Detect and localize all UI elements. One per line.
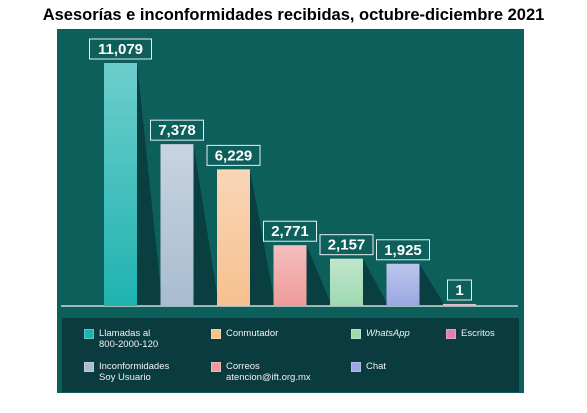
data-label-box — [376, 239, 430, 261]
legend-item-conmutador: Conmutador — [211, 328, 278, 339]
data-label-box — [206, 144, 261, 166]
data-label-box — [447, 279, 472, 301]
legend-label: Inconformidades Soy Usuario — [99, 361, 170, 383]
data-label: 2,771 — [271, 223, 309, 240]
bar-highlight — [443, 304, 476, 306]
data-label-box — [263, 220, 317, 242]
legend-swatch — [351, 362, 361, 372]
data-label: 6,229 — [215, 147, 253, 164]
data-label: 1 — [455, 282, 463, 299]
bar-shadow — [363, 258, 389, 306]
legend-swatch — [84, 329, 94, 339]
bar-shadow — [193, 144, 219, 306]
bar-chart: 11,079 7,378 6,229 2,771 2,157 1,925 1 — [61, 38, 518, 307]
legend-item-inconformidades: Inconformidades Soy Usuario — [84, 361, 169, 383]
bar-highlight — [330, 258, 363, 306]
bar-shadow — [306, 245, 332, 306]
legend-swatch — [211, 329, 221, 339]
data-label: 1,925 — [384, 242, 422, 259]
bar-highlight — [160, 144, 194, 306]
legend-swatch — [211, 362, 221, 372]
legend-swatch — [84, 362, 94, 372]
bar-highlight — [104, 63, 137, 306]
legend-item-whatsapp: WhatsApp — [351, 328, 410, 339]
legend-item-correos: Correos atencion@ift.org.mx — [211, 361, 311, 383]
legend-label: Llamadas al 800-2000-120 — [99, 328, 159, 350]
bar-highlight — [273, 245, 307, 306]
legend-item-llamadas: Llamadas al 800-2000-120 — [84, 328, 158, 350]
bar-highlight — [386, 263, 420, 306]
bar-shadow — [137, 63, 163, 306]
legend-swatch — [351, 329, 361, 339]
bar-shadow — [250, 169, 276, 306]
legend-item-escritos: Escritos — [446, 328, 495, 339]
data-label-box — [150, 119, 204, 141]
legend-label: Correos atencion@ift.org.mx — [226, 361, 311, 383]
data-label: 7,378 — [158, 122, 196, 139]
legend-label: WhatsApp — [366, 328, 410, 339]
legend-label: Conmutador — [226, 328, 279, 339]
legend-label: Chat — [366, 361, 387, 372]
legend-item-chat: Chat — [351, 361, 386, 372]
data-label: 11,079 — [98, 41, 143, 58]
bar-highlight — [217, 169, 250, 306]
bar-shadow — [419, 263, 445, 306]
legend-label: Escritos — [461, 328, 495, 339]
legend-swatch — [446, 329, 456, 339]
chart-title: Asesorías e inconformidades recibidas, o… — [42, 6, 545, 24]
data-label: 2,157 — [328, 237, 366, 254]
data-label-box — [89, 38, 152, 60]
data-label-box — [319, 234, 374, 256]
legend: Llamadas al 800-2000-120 Conmutador What… — [62, 318, 519, 392]
